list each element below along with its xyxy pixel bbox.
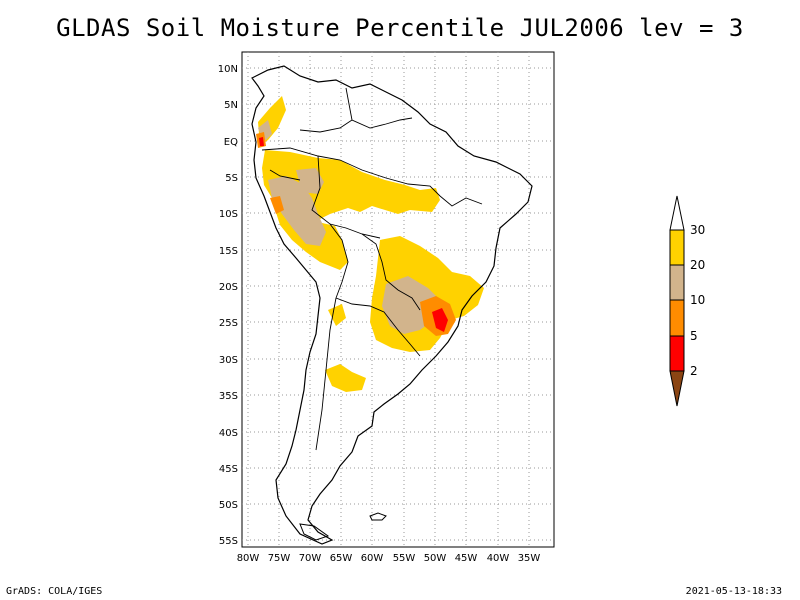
lat-label: 45S <box>219 464 238 475</box>
legend-label: 5 <box>690 329 698 343</box>
map-panel <box>241 51 555 548</box>
latitude-labels: 10N 5N EQ 5S 10S 15S 20S 25S 30S 35S 40S… <box>218 64 238 547</box>
lon-label: 55W <box>393 553 416 564</box>
lat-label: 10S <box>219 209 238 220</box>
country-borders <box>261 87 483 451</box>
shade-10-20-peru <box>268 176 326 246</box>
lat-label: 5S <box>225 173 238 184</box>
lat-label: 35S <box>219 391 238 402</box>
lat-label: 10N <box>218 64 238 75</box>
legend-swatch-5-10 <box>669 299 685 337</box>
lon-label: 50W <box>424 553 447 564</box>
lat-label: 20S <box>219 282 238 293</box>
lat-label: 5N <box>224 100 238 111</box>
percentile-shading <box>256 96 484 392</box>
lat-label: EQ <box>224 137 238 148</box>
lon-label: 70W <box>299 553 322 564</box>
legend-label: 10 <box>690 293 705 307</box>
lon-label: 40W <box>487 553 510 564</box>
lat-label: 40S <box>219 428 238 439</box>
lat-label: 55S <box>219 536 238 547</box>
legend-swatch-above-30 <box>669 195 685 231</box>
legend-swatch-below-2 <box>669 370 685 407</box>
shade-2-5-ecuador <box>259 137 264 146</box>
falkland-islands <box>369 512 387 521</box>
map-title: GLDAS Soil Moisture Percentile JUL2006 l… <box>56 14 744 42</box>
lon-label: 35W <box>518 553 541 564</box>
shade-2-5-southeast-brazil <box>432 308 448 332</box>
legend-swatch-10-20 <box>669 264 685 301</box>
shade-20-30-argentina <box>325 364 366 392</box>
shade-10-20-ecuador <box>258 120 272 142</box>
lon-label: 80W <box>237 553 260 564</box>
legend-label: 2 <box>690 364 698 378</box>
lat-label: 25S <box>219 318 238 329</box>
lon-label: 65W <box>330 553 353 564</box>
legend-label: 20 <box>690 258 705 272</box>
lat-label: 15S <box>219 246 238 257</box>
legend-swatch-2-5 <box>669 335 685 372</box>
lon-label: 45W <box>455 553 478 564</box>
shade-20-30-paraguay-small <box>328 304 346 326</box>
tierra-del-fuego <box>299 523 330 541</box>
shade-10-20-amazon-west <box>296 168 324 194</box>
legend-label: 30 <box>690 223 705 237</box>
legend-swatch-20-30 <box>669 229 685 266</box>
lat-label: 30S <box>219 355 238 366</box>
color-legend: 30 20 10 5 2 <box>669 195 705 407</box>
longitude-labels: 80W 75W 70W 65W 60W 55W 50W 45W 40W 35W <box>237 553 541 564</box>
lat-label: 50S <box>219 500 238 511</box>
lon-label: 60W <box>361 553 384 564</box>
lon-label: 75W <box>268 553 291 564</box>
shade-5-10-peru <box>270 196 284 214</box>
south-america-coastline <box>251 65 533 545</box>
footer-credit: GrADS: COLA/IGES <box>6 586 103 597</box>
footer-timestamp: 2021-05-13-18:33 <box>685 586 782 597</box>
